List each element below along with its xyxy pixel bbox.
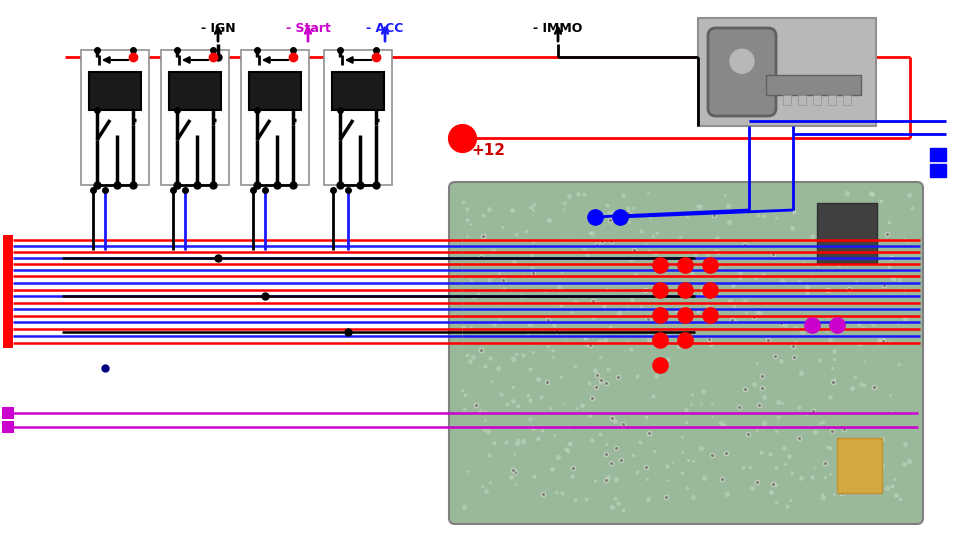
Bar <box>3 317 13 327</box>
Bar <box>3 241 13 251</box>
Bar <box>3 298 13 308</box>
Bar <box>3 324 13 334</box>
FancyBboxPatch shape <box>708 28 776 116</box>
Bar <box>3 304 13 314</box>
Bar <box>817 203 877 263</box>
Bar <box>798 95 806 105</box>
Bar <box>324 50 392 185</box>
Bar <box>89 72 141 110</box>
Text: - Start: - Start <box>285 22 330 35</box>
Bar <box>698 18 876 126</box>
FancyBboxPatch shape <box>449 182 923 524</box>
Bar <box>843 95 851 105</box>
Bar <box>249 72 301 110</box>
Bar <box>3 271 13 281</box>
Bar <box>837 438 882 493</box>
Bar <box>3 291 13 301</box>
Text: +12: +12 <box>471 143 505 158</box>
Bar <box>813 95 821 105</box>
Bar <box>3 265 13 275</box>
Bar <box>3 235 13 245</box>
Bar <box>241 50 309 185</box>
Bar <box>930 164 946 177</box>
Bar <box>2 421 14 433</box>
Bar <box>3 285 13 295</box>
Bar <box>332 72 384 110</box>
Text: - IGN: - IGN <box>201 22 235 35</box>
Text: - ACC: - ACC <box>367 22 404 35</box>
Bar <box>3 259 13 269</box>
Bar <box>3 331 13 341</box>
Bar <box>3 278 13 288</box>
Bar <box>81 50 149 185</box>
Bar <box>930 148 946 161</box>
Bar <box>169 72 221 110</box>
Bar <box>766 75 861 95</box>
Bar <box>3 253 13 263</box>
Bar <box>161 50 229 185</box>
Bar <box>828 95 836 105</box>
Bar <box>3 338 13 348</box>
Bar <box>3 311 13 321</box>
Text: - IMMO: - IMMO <box>534 22 583 35</box>
Circle shape <box>730 49 754 73</box>
Bar <box>2 407 14 419</box>
Bar <box>3 247 13 257</box>
Bar <box>783 95 791 105</box>
